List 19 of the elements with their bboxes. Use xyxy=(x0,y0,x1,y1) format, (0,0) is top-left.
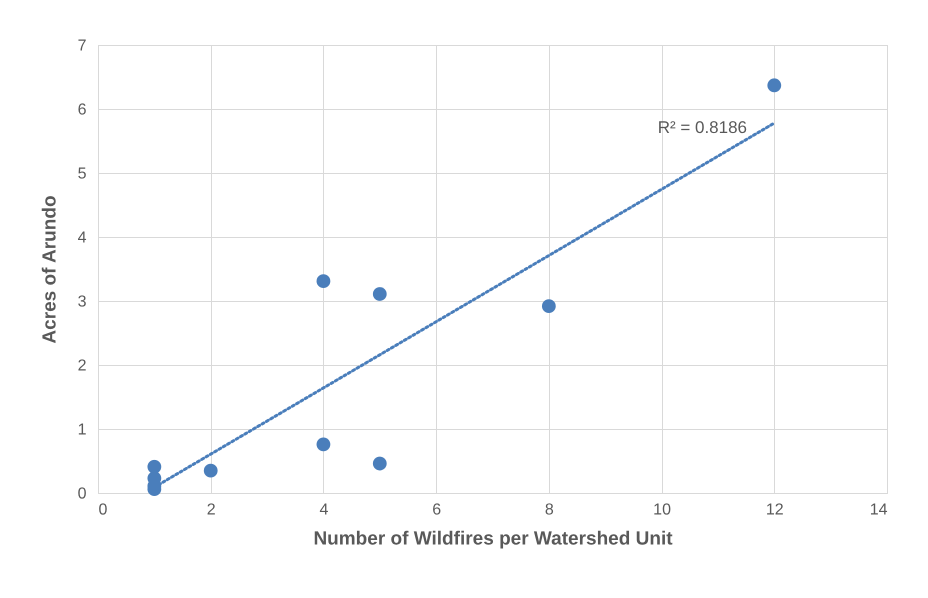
y-tick-label: 6 xyxy=(78,102,87,118)
x-axis-title: Number of Wildfires per Watershed Unit xyxy=(313,528,674,550)
y-axis-title: Acres of Arundo xyxy=(40,195,61,344)
x-tick-label: 0 xyxy=(98,502,108,518)
y-tick-label: 5 xyxy=(78,166,87,182)
y-tick-label: 3 xyxy=(78,294,87,310)
y-tick-label: 2 xyxy=(78,358,87,374)
y-tick-label: 7 xyxy=(78,38,87,54)
x-tick-label: 8 xyxy=(544,502,554,518)
y-tick-label: 1 xyxy=(78,422,87,438)
y-tick-label: 4 xyxy=(78,230,87,246)
x-tick-label: 4 xyxy=(319,502,328,518)
x-tick-label: 6 xyxy=(432,502,442,518)
x-tick-label: 10 xyxy=(653,502,672,518)
annotation: R² = 0.8186 xyxy=(658,118,747,137)
y-tick-label: 0 xyxy=(78,486,87,502)
x-tick-label: 2 xyxy=(206,502,216,518)
x-tick-label: 14 xyxy=(870,502,888,518)
x-tick-label: 12 xyxy=(766,502,784,518)
